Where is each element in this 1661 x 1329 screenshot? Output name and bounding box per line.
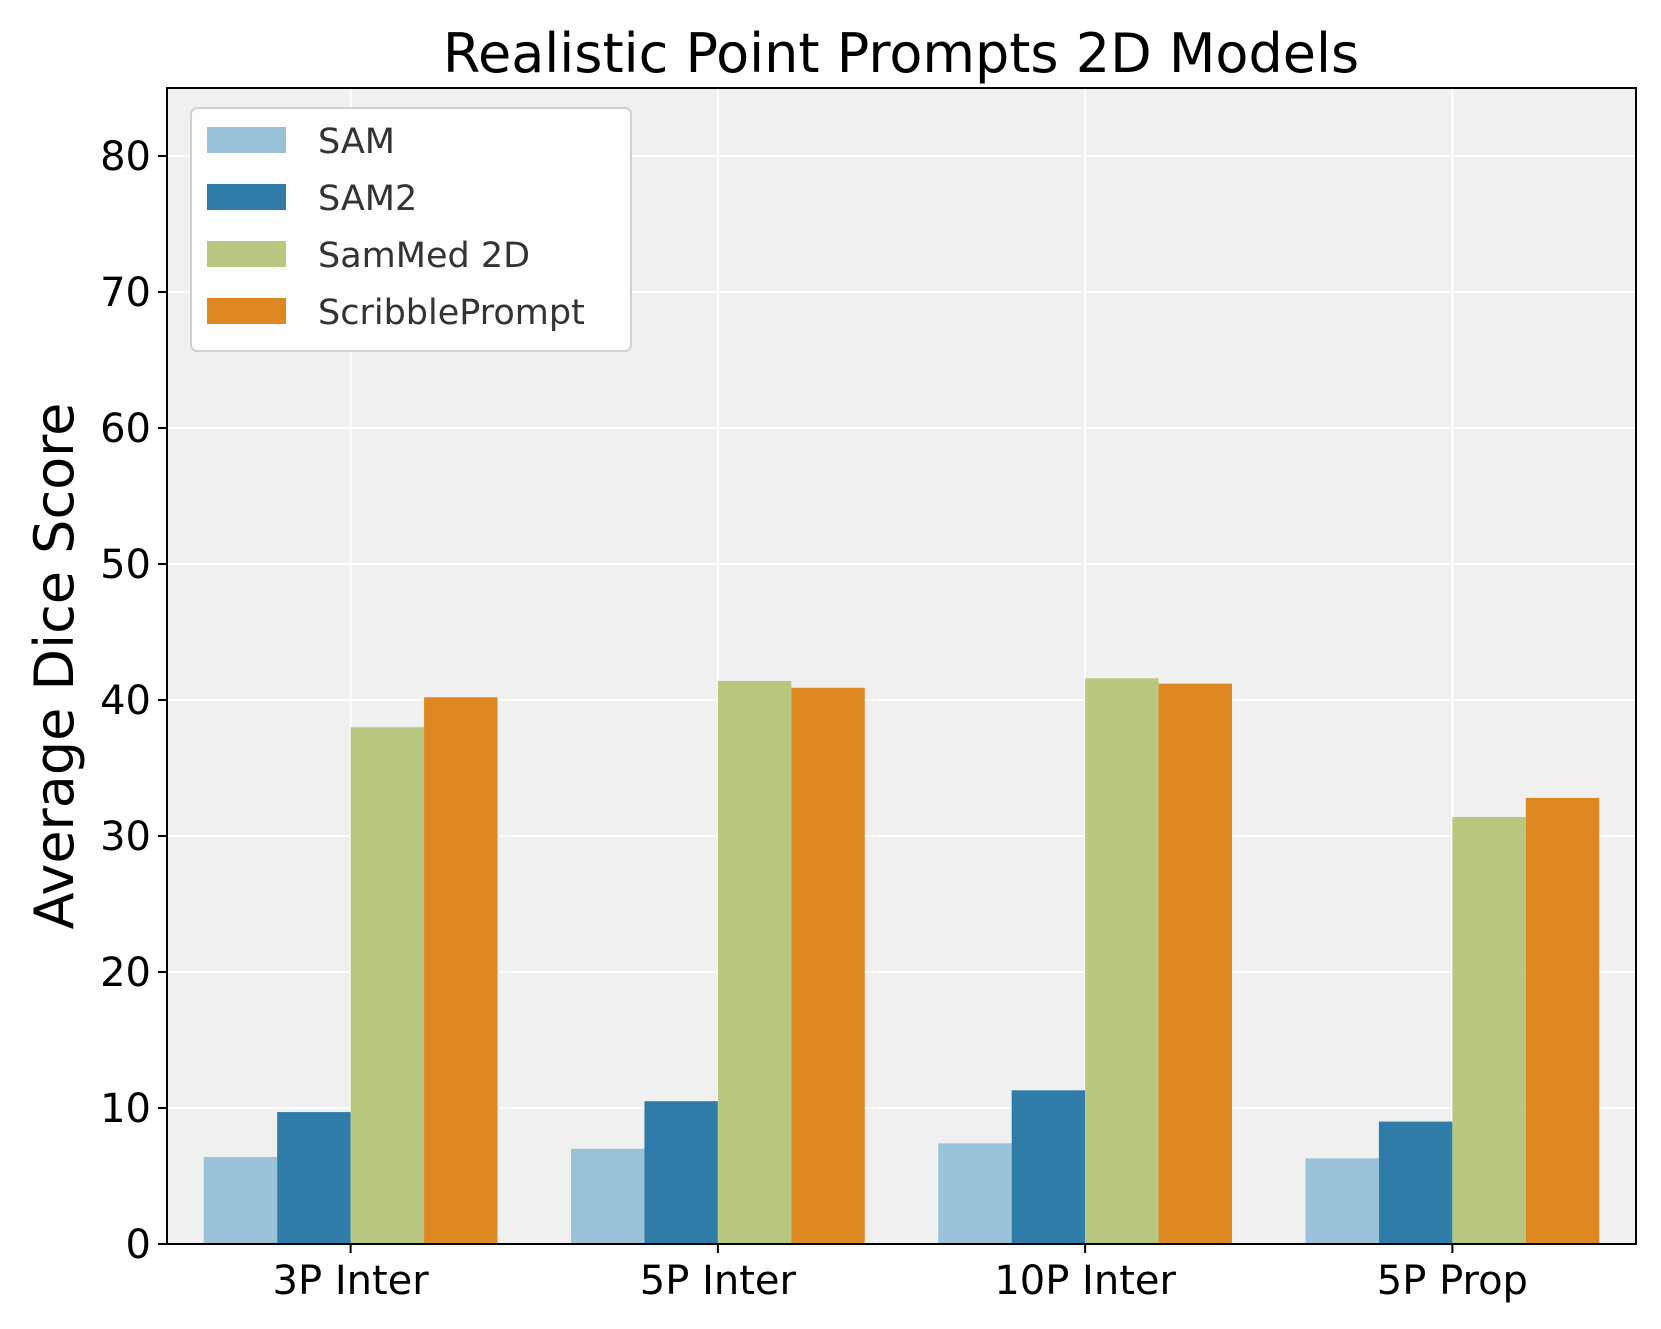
plot-frame: [166, 87, 1637, 1245]
bar: [1525, 797, 1600, 1244]
bar: [791, 687, 865, 1244]
bar: [1158, 683, 1233, 1244]
chart-title: Realistic Point Prompts 2D Models: [443, 22, 1359, 85]
legend-box: [190, 107, 632, 352]
legend-label: ScribblePrompt: [318, 293, 585, 333]
y-tick-label: 80: [100, 134, 151, 180]
y-tick-label: 20: [100, 950, 151, 996]
x-tick-label: 10P Inter: [994, 1258, 1176, 1304]
legend: SAM SAM2 SamMed 2D ScribblePrompt: [190, 107, 632, 352]
bar: [1085, 678, 1159, 1244]
x-tick-label: 3P Inter: [273, 1258, 430, 1304]
y-tick-label: 10: [100, 1086, 151, 1132]
x-tick-label: 5P Prop: [1377, 1258, 1528, 1304]
x-tick-label: 5P Inter: [640, 1258, 797, 1304]
y-axis: 0 10 20 30 40 50 60 70 80: [100, 134, 167, 1268]
bar: [570, 1148, 645, 1244]
legend-swatch: [207, 184, 286, 210]
bar: [1011, 1090, 1086, 1244]
bar: [1378, 1121, 1453, 1244]
y-tick-label: 40: [100, 678, 151, 724]
legend-label: SAM2: [318, 179, 417, 219]
y-tick-label: 0: [126, 1222, 151, 1268]
y-tick-label: 70: [100, 270, 151, 316]
bar: [717, 680, 792, 1244]
legend-swatch: [207, 127, 286, 153]
legend-label: SAM: [318, 122, 395, 162]
y-tick-label: 50: [100, 542, 151, 588]
bars: [203, 678, 1600, 1244]
y-tick-label: 60: [100, 406, 151, 452]
bar: [644, 1101, 718, 1244]
bar: [1305, 1158, 1379, 1244]
bar: [1452, 816, 1526, 1244]
x-axis: 3P Inter 5P Inter 10P Inter 5P Prop: [273, 1244, 1528, 1304]
legend-swatch: [207, 298, 286, 324]
bar: [424, 697, 498, 1244]
bar: [203, 1156, 278, 1244]
bar: [277, 1112, 351, 1244]
legend-swatch: [207, 241, 286, 267]
y-axis-label: Average Dice Score: [23, 403, 86, 930]
legend-label: SamMed 2D: [318, 236, 530, 276]
bar: [938, 1143, 1012, 1244]
y-tick-label: 30: [100, 814, 151, 860]
bar: [350, 727, 425, 1244]
